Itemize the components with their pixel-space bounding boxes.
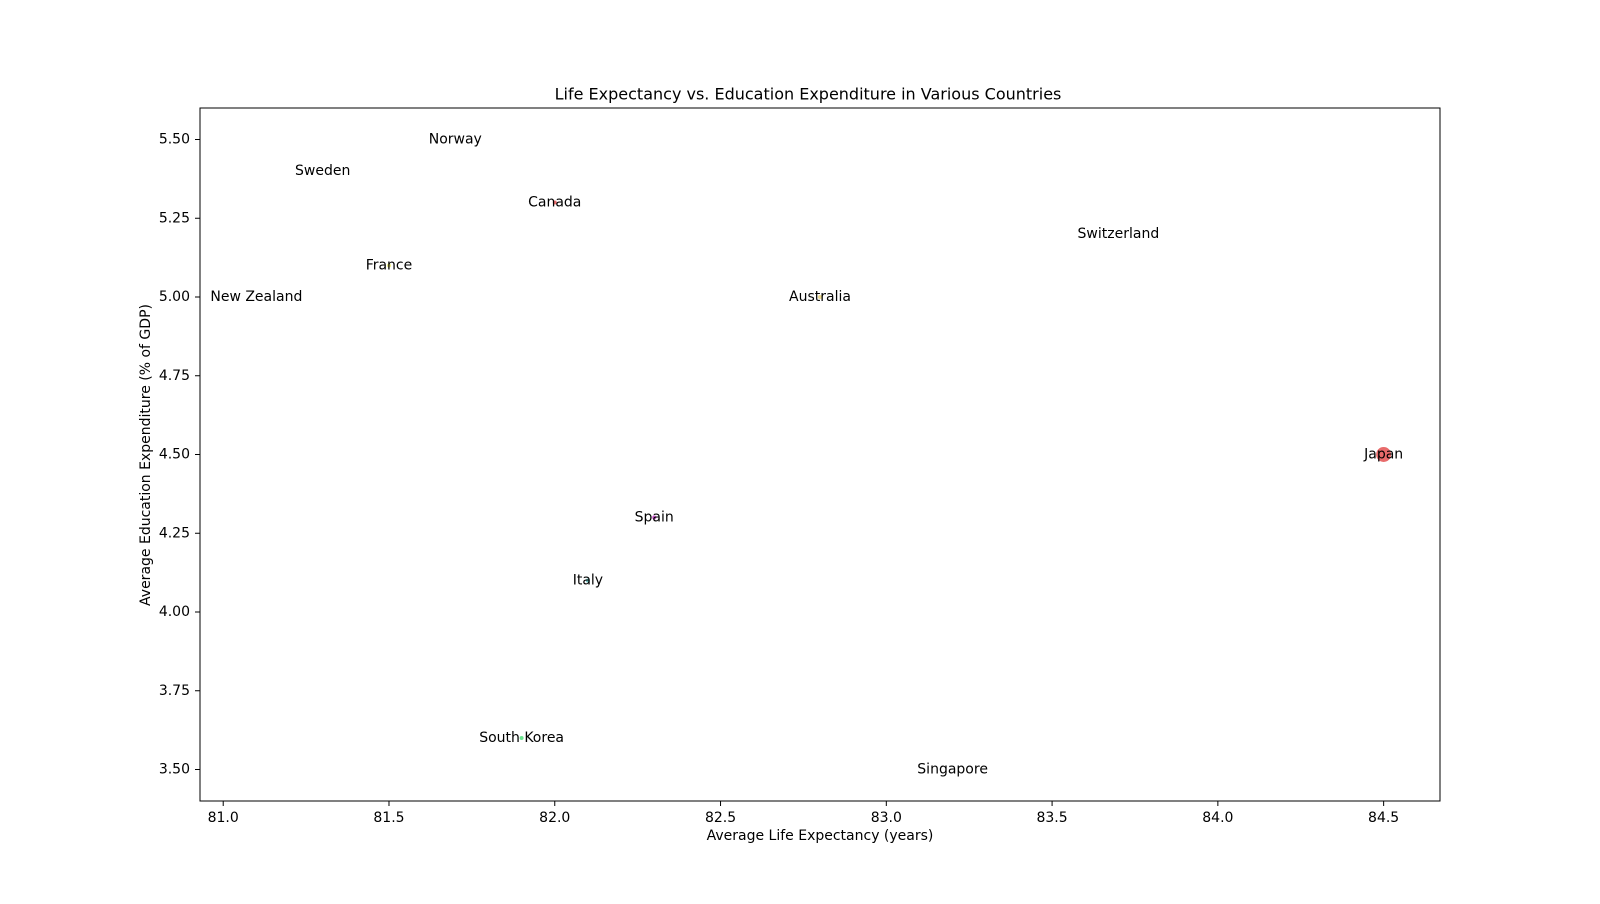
- y-tick-label: 3.75: [159, 683, 190, 699]
- x-tick-label: 83.5: [1036, 810, 1067, 826]
- data-point: [386, 263, 391, 268]
- point-label: Japan: [1363, 447, 1403, 463]
- point-label: Norway: [429, 132, 482, 148]
- point-label: Italy: [573, 573, 603, 589]
- y-tick-label: 3.50: [159, 762, 190, 778]
- x-tick-label: 81.0: [208, 810, 239, 826]
- data-point: [585, 578, 590, 583]
- chart-title: Life Expectancy vs. Education Expenditur…: [555, 85, 1062, 104]
- point-label: New Zealand: [210, 289, 302, 305]
- point-label: France: [366, 258, 413, 274]
- y-axis-label: Average Education Expenditure (% of GDP): [138, 304, 154, 606]
- x-tick-label: 82.0: [539, 810, 570, 826]
- point-label: Spain: [635, 510, 674, 526]
- point-label: Australia: [789, 289, 851, 305]
- data-point: [552, 200, 557, 205]
- plot-area: Norway Sweden Canada Switzerland France New Z…: [210, 132, 1403, 778]
- y-tick-label: 5.50: [159, 132, 190, 148]
- x-tick-label: 83.0: [871, 810, 902, 826]
- x-tick-label: 82.5: [705, 810, 736, 826]
- y-tick-label: 4.75: [159, 368, 190, 384]
- x-tick-label: 81.5: [373, 810, 404, 826]
- y-tick-label: 4.25: [159, 525, 190, 541]
- y-tick-label: 4.50: [159, 447, 190, 463]
- x-tick-label: 84.0: [1202, 810, 1233, 826]
- y-tick-label: 5.25: [159, 210, 190, 226]
- y-axis: 3.50 3.75 4.00 4.25 4.50 4.75 5.00 5.25 5.50: [159, 132, 200, 778]
- x-axis: 81.0 81.5 82.0 82.5 83.0 83.5 84.0 84.5: [208, 801, 1399, 826]
- point-label: Singapore: [917, 762, 988, 778]
- x-tick-label: 84.5: [1368, 810, 1399, 826]
- point-label: Sweden: [295, 163, 350, 179]
- data-point: [1376, 447, 1392, 462]
- x-axis-label: Average Life Expectancy (years): [707, 828, 934, 844]
- data-point: [652, 515, 657, 520]
- point-label: South Korea: [479, 730, 564, 746]
- point-label: Switzerland: [1078, 226, 1160, 242]
- y-tick-label: 5.00: [159, 289, 190, 305]
- point-label: Canada: [528, 195, 581, 211]
- data-point: [519, 736, 524, 740]
- y-tick-label: 4.00: [159, 604, 190, 620]
- data-point: [818, 295, 822, 299]
